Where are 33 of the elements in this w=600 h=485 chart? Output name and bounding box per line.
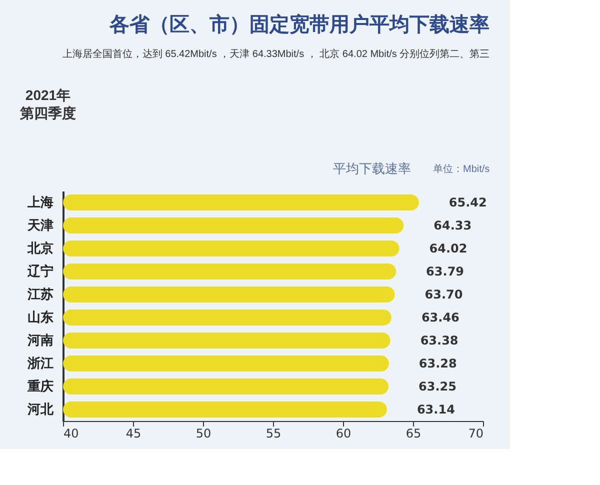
text: 平均下载速率 (333, 161, 411, 176)
data-label: 63.79 (426, 264, 464, 278)
x-tick-label: 70 (468, 426, 484, 440)
data-label: 63.70 (424, 288, 463, 302)
x-tick-label: 40 (64, 426, 79, 440)
data-label: 65.42 (448, 196, 487, 210)
data-label: 63.25 (418, 380, 456, 394)
chart-title: 各省（区、市）固定宽带用户平均下载速率 (108, 13, 490, 36)
x-tick-label: 60 (336, 426, 352, 440)
text: 第四季度 (19, 105, 76, 121)
text: 2021年 (25, 87, 71, 103)
y-tick-label: 河南 (26, 332, 54, 348)
y-tick-label: 江苏 (26, 286, 54, 302)
y-tick-label: 辽宁 (26, 264, 54, 278)
y-tick-label: 北京 (26, 240, 54, 256)
data-label: 63.46 (421, 310, 460, 324)
data-label: 63.14 (416, 402, 455, 416)
x-tick-label: 65 (406, 426, 422, 440)
y-tick-label: 天津 (26, 218, 54, 232)
y-tick-label: 山东 (28, 310, 54, 324)
text: 单位：Mbit/s (433, 163, 490, 175)
x-tick-label: 45 (126, 426, 142, 440)
y-tick-label: 上海 (26, 194, 54, 210)
y-tick-label: 河北 (26, 402, 54, 416)
y-tick-label: 重庆 (26, 378, 54, 394)
x-tick-label: 55 (266, 426, 282, 440)
data-label: 63.28 (418, 356, 457, 370)
x-tick-label: 50 (196, 426, 212, 440)
y-tick-label: 浙江 (26, 356, 54, 370)
data-label: 64.33 (434, 218, 472, 232)
chart-subtitle: 上海居全国首位，达到 65.42Mbit/s ，天津 64.33Mbit/s ， 北京 64.02 Mbit/s 分别位列第二、第三 (62, 48, 490, 60)
data-label: 64.02 (429, 242, 468, 256)
data-label: 63.38 (420, 334, 458, 348)
